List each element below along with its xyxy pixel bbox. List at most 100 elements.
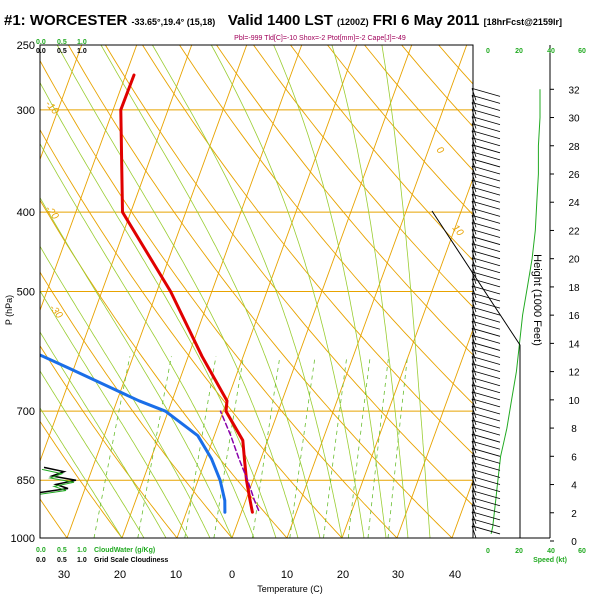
dewpoint-line: [40, 353, 227, 514]
height-tick-label: 10: [568, 396, 580, 407]
wind-speed-line: [490, 89, 541, 535]
mixing-ratio-line: [387, 356, 408, 538]
wind-barb: [471, 278, 501, 288]
dry-adiabat: [142, 45, 473, 455]
wind-barb: [471, 236, 501, 245]
wind-barb: [471, 200, 501, 210]
wind-barb: [471, 116, 501, 125]
temperature-tick-label: 30: [392, 569, 404, 581]
temperature-tick-label: 20: [337, 569, 349, 581]
mixing-ratio-line: [289, 356, 316, 538]
wind-barb: [471, 229, 501, 238]
cloud-tick-bottom: 1.0: [77, 557, 87, 564]
moist-adiabat: [40, 196, 233, 538]
wind-barb: [471, 123, 501, 133]
cloud-tick-top: 1.0: [77, 39, 87, 46]
dry-adiabat: [179, 45, 473, 405]
wind-barb: [471, 144, 501, 154]
height-tick-label: 18: [568, 283, 580, 294]
mixing-ratio-label: 15: [328, 540, 338, 550]
isotherm-label: -30: [47, 303, 65, 321]
wind-barb: [471, 384, 501, 394]
moist-adiabat: [40, 331, 167, 538]
isotherm-label: 0: [434, 145, 446, 157]
speed-axis-label: Speed (kt): [533, 557, 567, 564]
cloud-tick-bottom-green: 0.0: [36, 547, 46, 554]
pressure-tick-label: 850: [17, 475, 35, 487]
wind-barb: [471, 490, 501, 500]
page-title: #1: WORCESTER -33.65°,19.4° (15,18) Vali…: [4, 12, 600, 29]
wind-panel: [471, 87, 541, 539]
dry-adiabat: [290, 45, 473, 262]
mixing-ratio-label: 10: [295, 540, 305, 550]
temperature-tick-label: 30: [58, 569, 70, 581]
speed-tick-bottom: 0: [486, 548, 490, 555]
wind-barb: [471, 454, 501, 464]
cloud-tick-top: 0.0: [36, 39, 46, 46]
moist-adiabat: [210, 45, 365, 538]
moist-adiabat: [331, 45, 409, 538]
wind-barb: [471, 285, 501, 295]
moist-adiabat: [100, 45, 321, 538]
x-axis-label: Temperature (C): [257, 584, 323, 594]
grid-cloudiness-line: [40, 468, 75, 495]
y-axis-label: P (hPa): [4, 295, 14, 325]
speed-tick-top: 60: [578, 48, 586, 55]
wind-barb: [471, 370, 501, 380]
isotherm: [66, 45, 248, 538]
plot-frame: [39, 44, 474, 539]
speed-tick-top: 0: [486, 48, 490, 55]
wind-barb: [471, 306, 501, 316]
isotherm: [40, 45, 193, 463]
height-tick-label: 8: [571, 424, 577, 435]
moist-adiabat: [56, 45, 299, 538]
isotherm: [176, 45, 358, 538]
mixing-ratio-label: 5: [258, 540, 263, 550]
wind-barb: [471, 356, 501, 365]
temperature-line: [119, 73, 254, 514]
dry-adiabat: [327, 45, 473, 216]
wind-barb: [471, 320, 501, 330]
wind-barb: [471, 313, 501, 323]
wind-barb: [471, 243, 501, 253]
height-tick-label: 6: [571, 452, 577, 463]
wind-barb: [471, 165, 501, 175]
isotherm: [121, 45, 303, 538]
moist-adiabat: [40, 370, 145, 538]
wind-barb: [471, 222, 501, 231]
height-tick-label: 26: [568, 170, 580, 181]
height-tick-label: 14: [568, 339, 580, 350]
cloud-water-line: [40, 466, 77, 494]
wind-barb: [471, 342, 501, 351]
moist-adiabat: [40, 142, 255, 538]
mixing-ratio-line: [347, 356, 371, 538]
temperature-tick-label: 20: [114, 569, 126, 581]
dry-adiabat: [40, 420, 123, 538]
pressure-tick-label: 700: [17, 406, 35, 418]
speed-tick-bottom: 40: [547, 548, 555, 555]
cloud-tick-bottom-green: 0.5: [57, 547, 67, 554]
wind-barb: [471, 257, 501, 267]
cloud-tick-bottom: 0.5: [57, 557, 67, 564]
isotherm: [507, 45, 600, 538]
cloud-tick-top-black: 0.0: [36, 48, 46, 55]
height-tick-label: 22: [568, 226, 580, 237]
wind-barb: [471, 469, 501, 478]
height-tick-label: 2: [571, 509, 577, 520]
wind-barb: [471, 398, 501, 408]
valid-time: Valid 1400 LST: [227, 12, 333, 29]
cloud-tick-top-black: 1.0: [77, 48, 87, 55]
moist-adiabat: [381, 45, 431, 538]
wind-barb: [471, 419, 501, 429]
height-tick-label: 24: [568, 198, 580, 209]
cloud-tick-bottom: 0.0: [36, 557, 46, 564]
wind-barb: [471, 511, 501, 521]
cloud-tick-bottom-green: 1.0: [77, 547, 87, 554]
height-tick-label: 0: [571, 537, 577, 548]
height-tick-label: 30: [568, 114, 580, 125]
wind-barb: [471, 377, 501, 387]
temperature-tick-label: 40: [449, 569, 461, 581]
wind-barb: [471, 440, 501, 450]
